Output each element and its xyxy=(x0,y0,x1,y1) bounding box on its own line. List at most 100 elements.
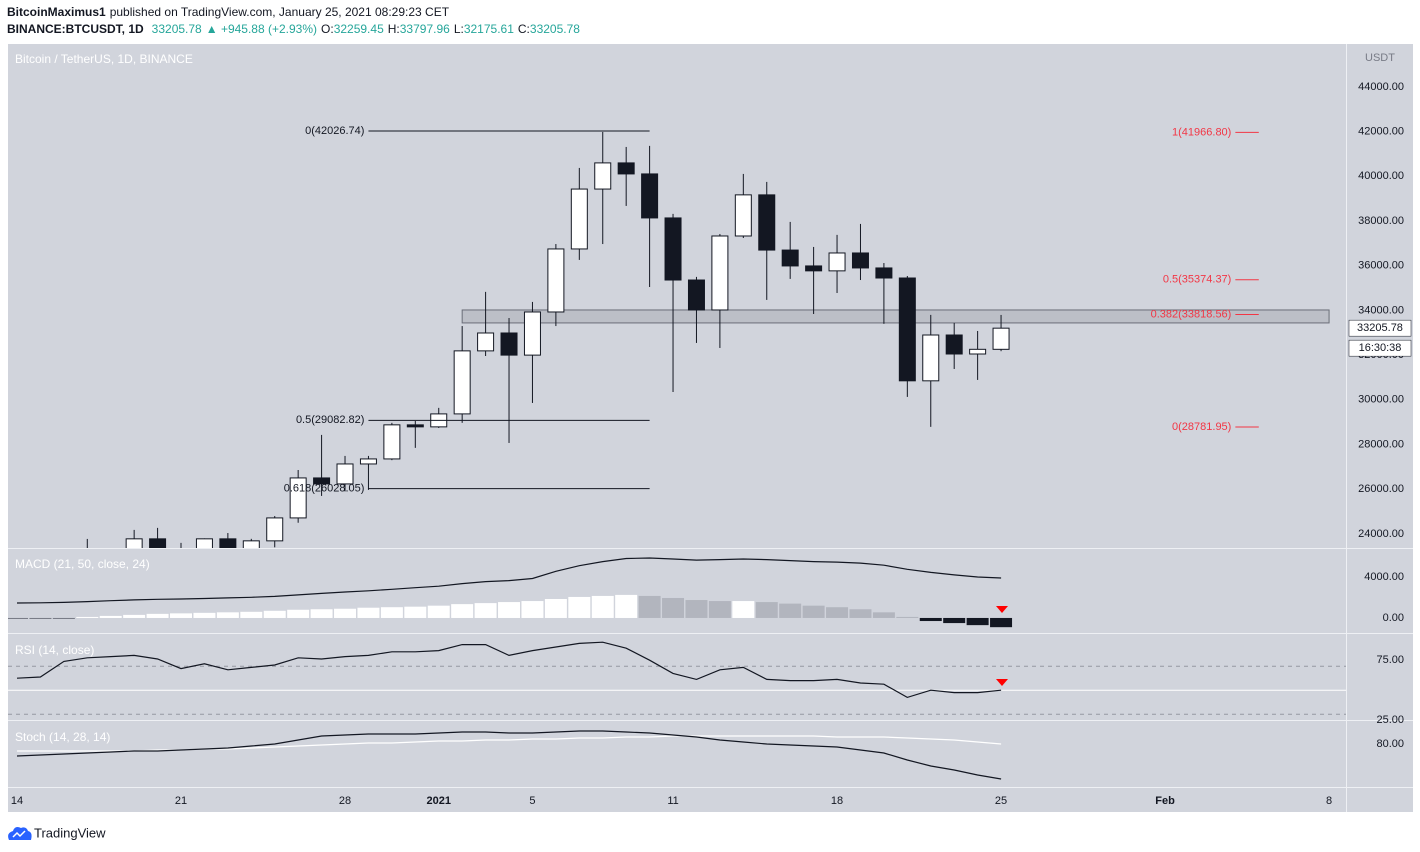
signal-marker xyxy=(996,606,1008,613)
candle-body xyxy=(711,235,729,311)
y-tick-label: 4000.00 xyxy=(1364,571,1404,583)
candle-body xyxy=(359,458,377,465)
x-tick-label: 8 xyxy=(1326,795,1332,807)
candle-body xyxy=(594,162,612,190)
histogram-bar xyxy=(498,602,521,618)
fib-label: 0.5(29082.82) xyxy=(296,414,365,426)
countdown-box xyxy=(1348,339,1412,357)
price-pane xyxy=(86,130,1330,548)
candle-body xyxy=(500,332,518,356)
histogram-bar xyxy=(802,605,825,618)
y-tick-label: 36000.00 xyxy=(1358,260,1404,272)
histogram-bar xyxy=(357,607,380,618)
histogram-bar xyxy=(521,601,544,618)
brand-logo xyxy=(8,827,32,840)
histogram-bar xyxy=(380,607,403,618)
histogram-bar xyxy=(591,595,614,618)
histogram-bar xyxy=(310,609,333,618)
chart-background xyxy=(8,44,1413,812)
x-tick-label: 25 xyxy=(995,795,1007,807)
fib-label: 0(28781.95) xyxy=(1172,421,1231,433)
axis-unit: USDT xyxy=(1365,52,1395,64)
change: ▲ +945.88 (+2.93%) xyxy=(206,22,317,36)
histogram-bar xyxy=(29,617,52,619)
pane-title: Stoch (14, 28, 14) xyxy=(15,730,110,744)
histogram-bar xyxy=(193,612,216,618)
candle-body xyxy=(313,477,331,485)
x-tick-label: 28 xyxy=(339,795,351,807)
histogram-bar xyxy=(287,609,310,618)
pane-title: Bitcoin / TetherUS, 1D, BINANCE xyxy=(15,52,193,66)
histogram-bar xyxy=(708,601,731,618)
countdown: 16:30:38 xyxy=(1359,342,1402,354)
y-tick-label: 80.00 xyxy=(1376,738,1404,750)
x-tick-label: 21 xyxy=(175,795,187,807)
x-tick-label: 18 xyxy=(831,795,843,807)
ohlc-label: C: xyxy=(518,22,530,36)
fib-label: 0(42026.74) xyxy=(305,125,364,137)
candle-body xyxy=(969,348,987,355)
candle-body xyxy=(875,267,893,279)
candle-body xyxy=(641,173,659,219)
candle-body xyxy=(992,327,1010,350)
y-tick-label: 42000.00 xyxy=(1358,126,1404,138)
y-tick-label: 44000.00 xyxy=(1358,81,1404,93)
histogram-bar xyxy=(474,603,497,618)
candle-body xyxy=(664,217,682,281)
x-tick-label: 14 xyxy=(11,795,23,807)
candle-body xyxy=(149,538,167,548)
fib-label: 0.618(26028.05) xyxy=(284,482,365,494)
histogram-bar xyxy=(52,617,75,619)
x-tick-label: 5 xyxy=(529,795,535,807)
ohlc-value: 32175.61 xyxy=(464,22,514,36)
stoch-pane xyxy=(16,730,1002,780)
candle-body xyxy=(383,424,401,460)
y-tick-label: 25.00 xyxy=(1376,714,1404,726)
x-tick-label: Feb xyxy=(1155,795,1175,807)
author: BitcoinMaximus1 xyxy=(7,5,106,19)
y-tick-label: 24000.00 xyxy=(1358,528,1404,540)
support-zone xyxy=(461,309,1330,324)
candle-body xyxy=(945,334,963,355)
histogram-bar xyxy=(76,616,99,618)
candle-body xyxy=(851,252,869,269)
y-tick-label: 34000.00 xyxy=(1358,304,1404,316)
macd-line xyxy=(16,557,1002,604)
histogram-bar xyxy=(451,604,474,618)
symbol-line: BINANCE:BTCUSDT, 1D 33205.78 ▲ +945.88 (+2… xyxy=(7,22,580,36)
ohlc-label: H: xyxy=(388,22,400,36)
candle-body xyxy=(477,332,495,352)
candle-body xyxy=(828,252,846,272)
candle-body xyxy=(242,540,260,548)
histogram-bar xyxy=(544,599,567,618)
x-tick-label: 11 xyxy=(667,795,678,807)
histogram-bar xyxy=(615,594,638,618)
histogram-bar xyxy=(146,613,169,618)
pane-title: RSI (14, close) xyxy=(15,643,94,657)
candle-body xyxy=(453,350,471,415)
candle-body xyxy=(687,279,705,311)
candle-body xyxy=(898,277,916,382)
histogram-bar xyxy=(990,617,1013,628)
histogram-bar xyxy=(755,602,778,618)
histogram-bar xyxy=(216,612,239,618)
histogram-bar xyxy=(872,612,895,618)
histogram-bar xyxy=(685,600,708,618)
histogram-bar xyxy=(240,611,263,618)
ohlc-value: 32259.45 xyxy=(334,22,384,36)
logo-icon xyxy=(12,830,26,838)
plots xyxy=(8,130,1346,780)
ohlc-label: L: xyxy=(454,22,464,36)
brand: TradingView xyxy=(34,825,106,840)
candle-body xyxy=(219,538,237,548)
candle-body xyxy=(125,538,143,548)
published: published on TradingView.com, January 25… xyxy=(110,5,450,19)
fib-label: 0.5(35374.37) xyxy=(1163,274,1232,286)
histogram-bar xyxy=(966,617,989,626)
histogram-bar xyxy=(826,607,849,618)
rsi-pane xyxy=(8,641,1346,715)
fib-label: 0.382(33818.56) xyxy=(1151,308,1232,320)
histogram-bar xyxy=(638,595,661,618)
